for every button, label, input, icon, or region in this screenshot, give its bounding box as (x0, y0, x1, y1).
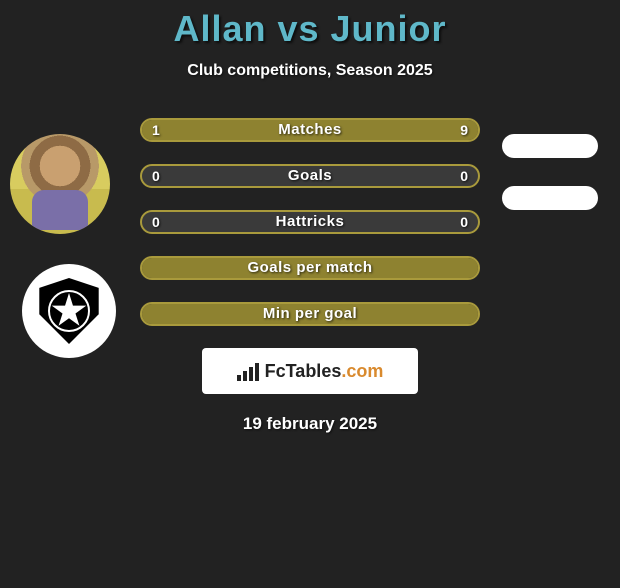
player-right-club-crest (22, 264, 116, 358)
bar-min-per-goal: Min per goal (140, 302, 480, 326)
bar-matches-right-val: 9 (460, 120, 468, 140)
page-title: Allan vs Junior (0, 8, 620, 50)
stat-pill-goals (502, 186, 598, 210)
fctables-logo[interactable]: FcTables.com (202, 348, 418, 394)
bar-hattricks-label: Hattricks (142, 212, 478, 232)
player-left-avatar (10, 134, 110, 234)
logo-suffix: .com (341, 361, 383, 381)
logo-name: FcTables (265, 361, 342, 381)
bar-goals-per-match: Goals per match (140, 256, 480, 280)
bar-matches: 1 Matches 9 (140, 118, 480, 142)
date-label: 19 february 2025 (0, 414, 620, 434)
stat-pill-matches (502, 134, 598, 158)
subtitle: Club competitions, Season 2025 (0, 62, 620, 80)
bar-chart-icon (237, 361, 259, 381)
bar-goals: 0 Goals 0 (140, 164, 480, 188)
comparison-bars: 1 Matches 9 0 Goals 0 0 Hattricks 0 Goal… (140, 118, 480, 326)
bar-gpm-label: Goals per match (142, 258, 478, 278)
bar-matches-label: Matches (142, 120, 478, 140)
logo-text: FcTables.com (265, 361, 384, 382)
bar-mpg-label: Min per goal (142, 304, 478, 324)
bar-hattricks: 0 Hattricks 0 (140, 210, 480, 234)
bar-goals-right-val: 0 (460, 166, 468, 186)
shield-icon (36, 278, 102, 344)
bar-hattricks-right-val: 0 (460, 212, 468, 232)
bar-goals-label: Goals (142, 166, 478, 186)
